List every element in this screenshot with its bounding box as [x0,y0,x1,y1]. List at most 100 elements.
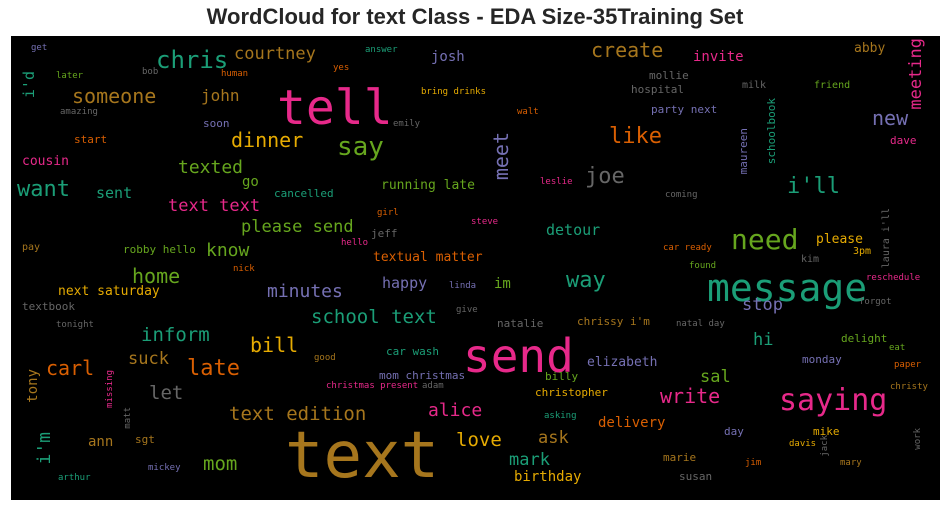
word: jeff [371,227,398,240]
word: davis [789,439,817,449]
word: get [31,43,48,53]
word: bob [142,67,159,77]
word: car wash [386,345,439,358]
word: cousin [22,154,69,169]
word: delight [841,332,888,345]
word: i'd [20,71,38,99]
word: meeting [906,38,926,110]
word: nick [233,264,255,274]
word: detour [546,221,601,239]
word: need [731,223,799,256]
word: create [591,38,664,62]
word: mom christmas [379,369,466,382]
word: jim [745,458,762,468]
word: milk [742,80,767,91]
word: cancelled [274,187,334,200]
word: natal day [676,319,725,329]
word: marie [663,451,697,464]
word: mary [840,458,862,468]
word: amazing [60,107,98,117]
word: invite [693,49,744,65]
word: tony [25,369,41,403]
word: text text [168,196,261,216]
word: suck [128,349,169,369]
word: please send [241,217,354,237]
word: abby [854,41,886,56]
word: i'm [34,432,55,465]
word: way [566,268,606,293]
word: chrissy i'm [577,315,650,328]
word: pay [22,242,41,253]
word: robby hello [123,243,196,256]
word: answer [365,45,398,55]
word: missing [105,370,115,408]
word: john [201,86,240,105]
word: meet [489,132,513,181]
word: stop [742,295,783,315]
word: dave [890,134,917,147]
word: friend [814,80,851,91]
word: like [609,124,662,149]
word: courtney [234,44,316,64]
word: eat [889,343,906,353]
word: billy [545,370,579,383]
word: mollie [649,69,689,82]
word: text edition [229,403,367,425]
word: give [456,305,478,315]
word: joe [585,164,625,189]
word: mike [813,425,840,438]
word: day [724,425,744,438]
word: reschedule [866,273,921,283]
word: christopher [535,386,608,399]
word: go [242,174,259,190]
word: walt [517,107,539,117]
word: yes [333,63,350,73]
word: tonight [56,320,94,330]
word: textual matter [373,250,483,265]
word: hello [341,238,369,248]
word: happy [382,274,428,292]
word: new [872,106,909,130]
word: bring drinks [421,87,487,97]
word: carl [46,356,95,380]
word: work [913,428,923,450]
word: let [149,382,184,404]
word: text [285,419,440,493]
word: christy [890,382,928,392]
word: mom [203,453,238,475]
word: party next [651,103,718,116]
word: forgot [859,297,892,307]
word: start [74,133,108,146]
word: hospital [631,83,684,96]
word: love [456,429,502,451]
word: ask [538,428,569,448]
word: i'll [787,174,840,199]
word: adam [422,381,444,391]
word: send [463,329,574,383]
word: jack [820,435,830,457]
word: emily [393,119,421,129]
word: someone [72,84,157,108]
word: tell [277,80,393,136]
word: paper [894,360,922,370]
word: say [337,132,384,162]
word: kim [801,254,820,265]
word: matt [123,407,133,429]
word: school text [311,306,437,328]
word: texted [178,157,244,178]
word: josh [431,49,465,65]
word: message [707,266,868,310]
word: know [206,240,250,261]
word: im [494,276,511,292]
chart-title: WordCloud for text Class - EDA Size-35Tr… [206,4,744,29]
word: later [56,71,84,81]
word: car ready [663,243,712,253]
word: delivery [598,415,666,431]
word: next saturday [58,284,160,299]
word: hi [753,330,774,350]
word: want [17,177,70,202]
word: sgt [135,433,155,446]
word: maureen [737,128,750,175]
word: soon [203,117,230,130]
word: elizabeth [587,355,658,370]
